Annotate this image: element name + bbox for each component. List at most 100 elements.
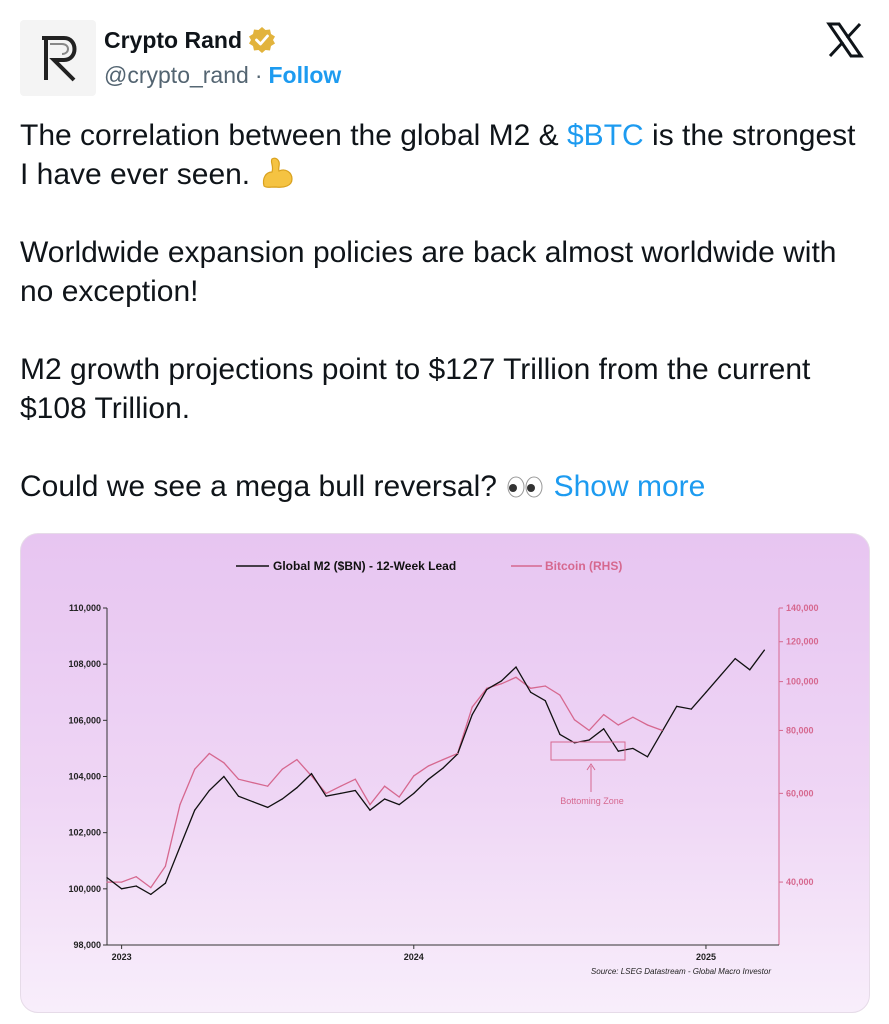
btc-point <box>135 876 137 878</box>
btc-point <box>661 729 663 732</box>
legend-btc-label: Bitcoin (RHS) <box>545 559 622 573</box>
btc-point <box>369 803 371 806</box>
x-tick-label: 2023 <box>112 952 132 962</box>
tweet-text-segment: Could we see a mega bull reversal? <box>20 470 506 503</box>
m2-point <box>398 803 400 806</box>
x-logo-icon[interactable] <box>825 20 865 60</box>
btc-point <box>310 775 313 777</box>
m2-point <box>135 885 137 887</box>
btc-point <box>559 694 561 696</box>
btc-point <box>486 687 488 689</box>
chart-source-note: Source: LSEG Datastream - Global Macro I… <box>591 967 771 976</box>
bottoming-zone-arrow-head <box>586 763 596 771</box>
show-more-link[interactable]: Show more <box>553 470 706 503</box>
m2-point <box>690 708 692 710</box>
btc-point <box>442 759 444 761</box>
btc-point <box>106 881 108 883</box>
m2-point <box>325 795 327 797</box>
left-tick-label: 104,000 <box>68 772 101 782</box>
btc-point <box>383 785 386 787</box>
m2-point <box>383 798 386 800</box>
btc-point <box>588 729 590 732</box>
chart-image[interactable]: Global M2 ($BN) - 12-Week Lead Bitcoin (… <box>20 533 870 1013</box>
btc-point <box>471 706 473 708</box>
m2-point <box>179 846 181 848</box>
btc-cashtag-link[interactable]: $BTC <box>567 119 644 152</box>
right-tick-label: 100,000 <box>786 677 819 687</box>
x-tick-label: 2024 <box>404 952 424 962</box>
m2-point <box>588 739 590 741</box>
m2-point <box>530 691 532 693</box>
btc-point <box>457 752 459 755</box>
right-tick-label: 120,000 <box>786 637 819 647</box>
chart-legend: Global M2 ($BN) - 12-Week Lead Bitcoin (… <box>236 559 622 573</box>
m2-point <box>719 674 722 676</box>
m2-point <box>544 700 546 702</box>
left-tick-label: 100,000 <box>68 884 101 894</box>
btc-point <box>544 685 546 687</box>
m2-point <box>661 730 663 733</box>
btc-point <box>632 716 634 718</box>
tweet-paragraph-3: M2 growth projections point to $127 Tril… <box>20 353 811 425</box>
legend-m2-label: Global M2 ($BN) - 12-Week Lead <box>273 559 456 573</box>
btc-point <box>121 881 123 883</box>
follow-button[interactable]: Follow <box>268 62 342 88</box>
m2-point <box>223 775 225 778</box>
btc-point <box>281 768 283 770</box>
m2-point <box>515 666 517 668</box>
btc-point <box>500 683 503 685</box>
btc-point <box>208 752 210 755</box>
left-tick-label: 108,000 <box>68 659 101 669</box>
tweet-paragraph-1: The correlation between the global M2 & … <box>20 116 870 194</box>
bottoming-zone-annotation: Bottoming Zone <box>550 741 626 806</box>
m2-point <box>559 733 561 735</box>
m2-point <box>194 809 196 811</box>
btc-point <box>617 724 619 726</box>
tweet-text: The correlation between the global M2 & … <box>20 116 870 545</box>
crypto-rand-logo-icon <box>42 36 77 82</box>
left-tick-label: 110,000 <box>69 603 101 613</box>
btc-point <box>427 765 429 767</box>
author-name-row: Crypto Rand <box>104 26 276 54</box>
author-handle[interactable]: @crypto_rand <box>104 62 249 88</box>
btc-point <box>150 887 152 889</box>
m2-point <box>237 795 240 797</box>
btc-point <box>398 796 400 798</box>
btc-point <box>646 724 649 726</box>
x-tick-label: 2025 <box>696 952 716 962</box>
m2-point <box>369 809 371 811</box>
btc-point <box>515 676 517 678</box>
avatar[interactable] <box>20 20 96 96</box>
btc-point <box>296 759 298 761</box>
global-m2-series-line <box>106 649 765 896</box>
bitcoin-series-line <box>107 676 663 889</box>
separator-dot: · <box>254 62 263 88</box>
btc-point <box>237 778 240 780</box>
author-display-name[interactable]: Crypto Rand <box>104 26 242 53</box>
m2-point <box>208 789 210 792</box>
m2-point <box>763 649 765 651</box>
bottoming-zone-label: Bottoming Zone <box>560 796 624 806</box>
m2-point <box>310 773 313 775</box>
m2-point <box>164 882 167 884</box>
bottoming-zone-box <box>550 741 626 761</box>
verified-badge-icon <box>249 27 275 53</box>
m2-point <box>354 789 356 792</box>
m2-point <box>413 792 415 794</box>
chart-lines <box>106 649 765 896</box>
m2-point <box>296 787 298 789</box>
m2-vs-btc-chart: Global M2 ($BN) - 12-Week Lead Bitcoin (… <box>68 559 819 976</box>
btc-point <box>413 775 415 777</box>
m2-point <box>676 705 678 707</box>
m2-point <box>486 688 488 691</box>
btc-point <box>603 714 605 716</box>
left-tick-label: 98,000 <box>73 940 101 950</box>
btc-point <box>573 719 576 721</box>
tweet-paragraph-4: Could we see a mega bull reversal? Show … <box>20 467 870 506</box>
btc-point <box>354 778 356 780</box>
m2-point <box>617 750 619 752</box>
m2-point <box>150 893 152 896</box>
btc-point <box>164 865 167 867</box>
btc-point <box>252 782 254 784</box>
m2-point <box>500 680 503 682</box>
